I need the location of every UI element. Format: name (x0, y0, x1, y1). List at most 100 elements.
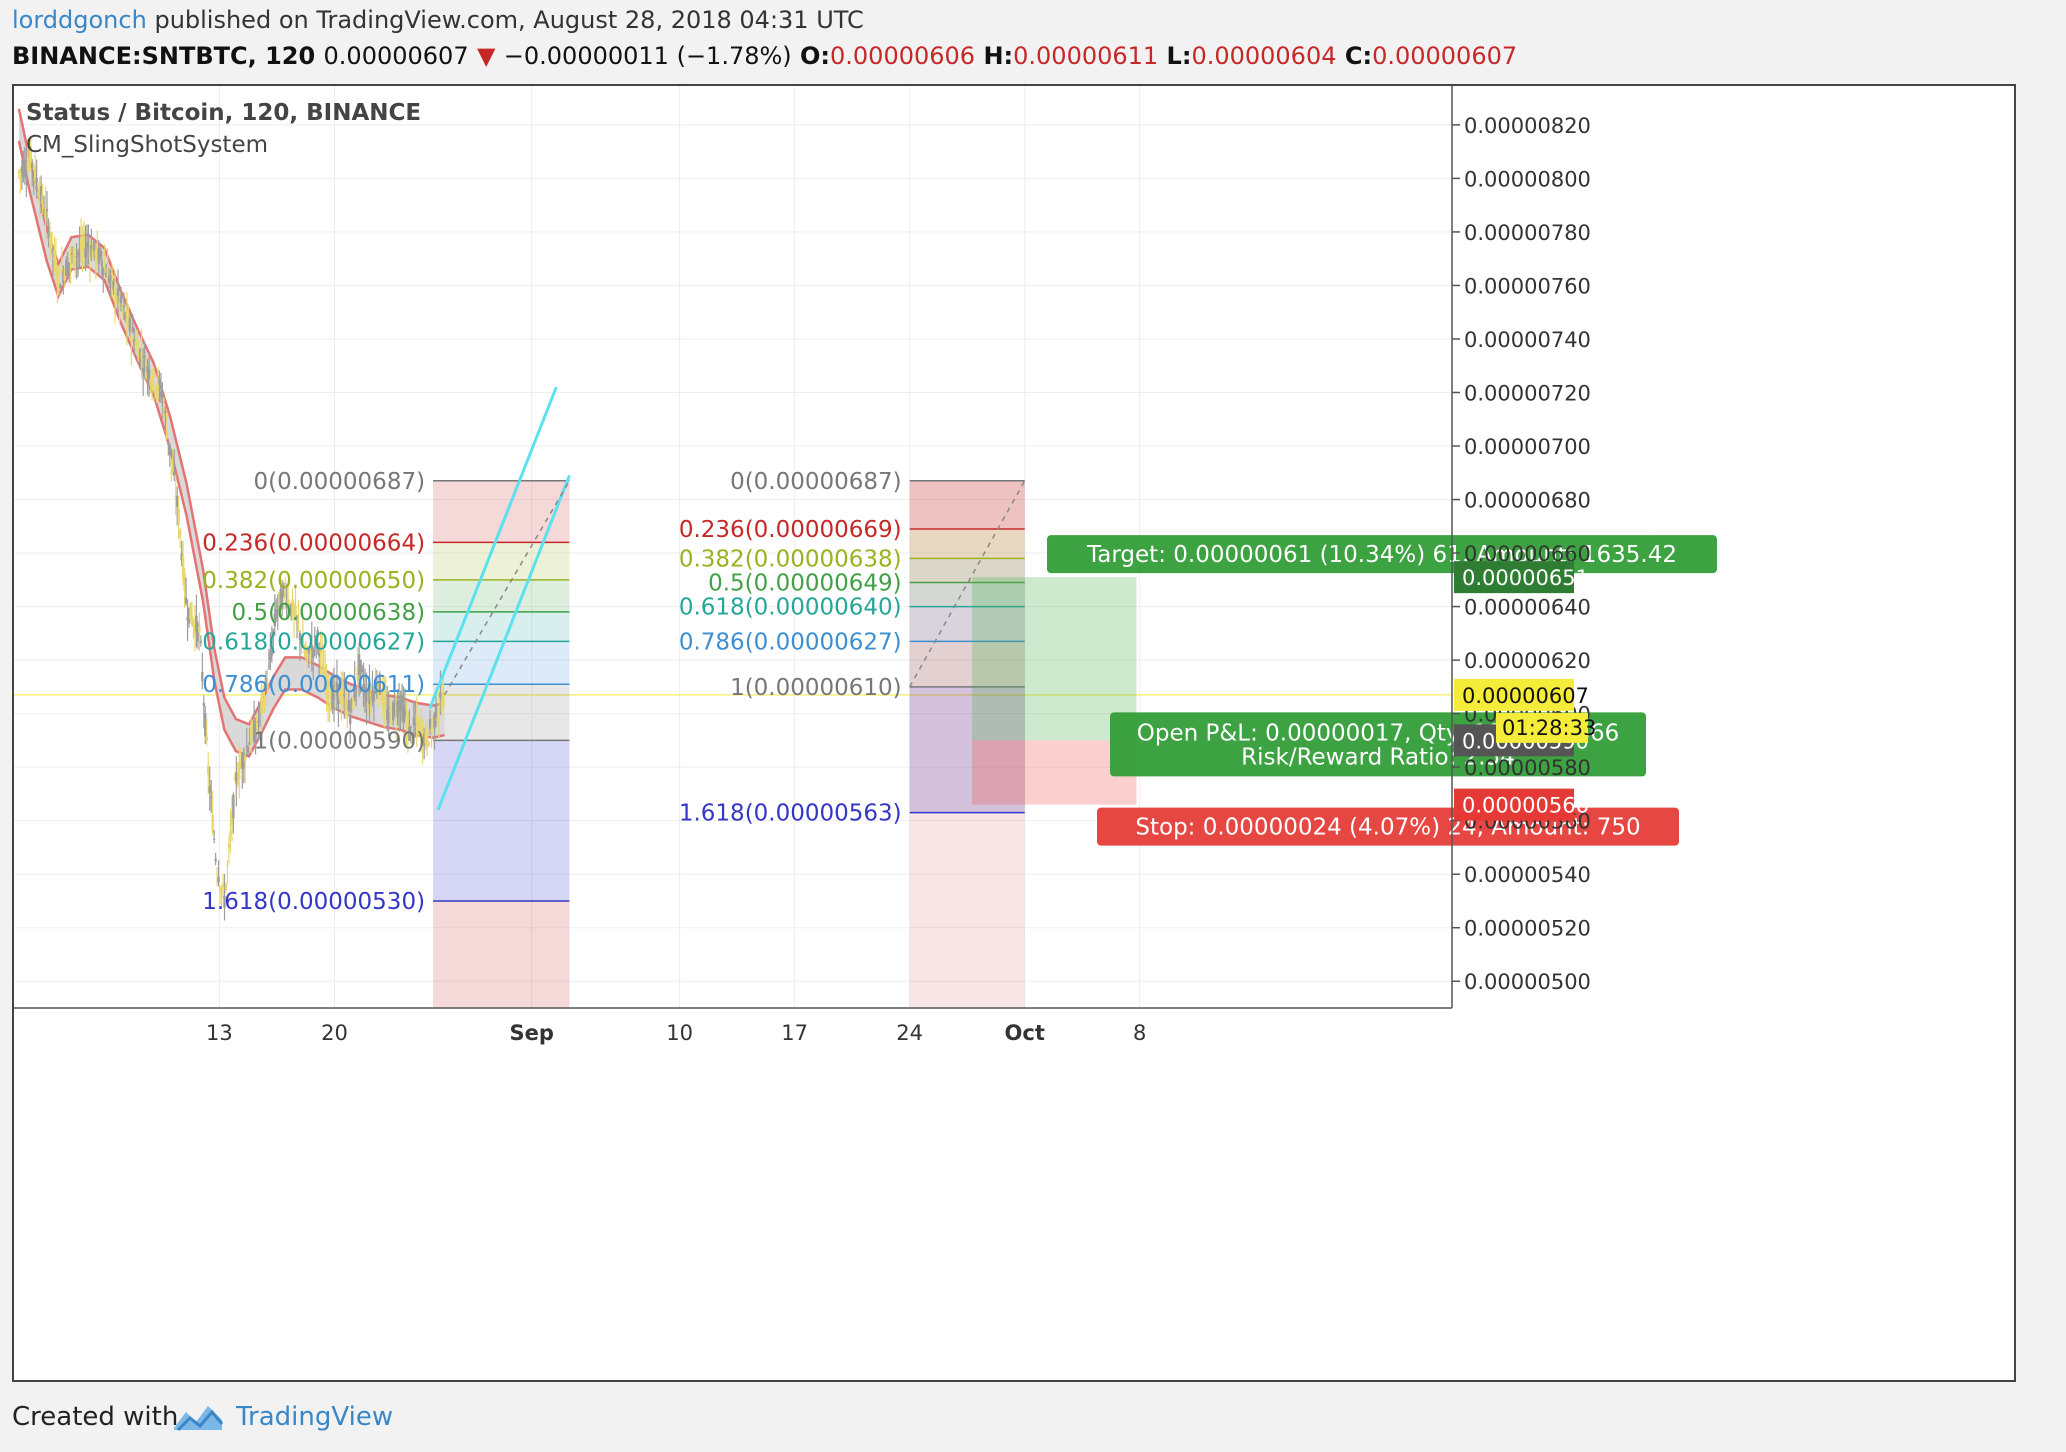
fib-zone (909, 558, 1025, 583)
target-zone (972, 577, 1137, 741)
fib-level-label: 0.618(0.00000640) (679, 595, 902, 621)
candle-body (159, 391, 163, 397)
candle-body (81, 244, 84, 250)
candle-body (217, 876, 220, 883)
candle-body (66, 261, 69, 275)
candle-body (323, 666, 327, 678)
candle-body (45, 209, 49, 211)
candle-body (173, 471, 176, 476)
candle-body (221, 883, 225, 887)
candle-body (68, 262, 71, 265)
publisher-link[interactable]: lorddgonch (12, 6, 147, 34)
candle-body (242, 752, 245, 769)
candle-body (374, 682, 377, 685)
tradingview-logo-icon[interactable] (172, 1400, 224, 1436)
candle-body (227, 843, 231, 848)
price-tick-label: 0.00000780 (1464, 221, 1591, 245)
candle-body (235, 772, 238, 785)
candle-body (415, 714, 419, 724)
candle-body (50, 232, 53, 249)
candle-body (164, 411, 167, 414)
candle-body (144, 371, 148, 379)
fib-zone (909, 686, 1025, 813)
candle-body (294, 605, 297, 618)
fib-level-label: 0.5(0.00000638) (232, 600, 426, 626)
candle-body (19, 170, 22, 173)
tradingview-brand-link[interactable]: TradingView (236, 1402, 394, 1432)
candle-body (113, 286, 117, 301)
open-label: O: (800, 42, 831, 70)
candle-body (22, 163, 25, 178)
price-tag-bg (1454, 788, 1574, 821)
candle-body (269, 651, 272, 660)
candle-body (439, 692, 442, 699)
candle-body (307, 647, 311, 654)
fib-background-zone (909, 480, 1025, 1008)
candle-body (372, 689, 376, 702)
candle-body (28, 157, 31, 161)
candle-body (93, 240, 96, 252)
fib-level-label: 0.786(0.00000627) (679, 629, 902, 655)
candle-body (196, 624, 200, 642)
fib-zone (909, 582, 1025, 607)
candle-body (384, 699, 387, 703)
fib-zone (433, 684, 570, 741)
candle-body (306, 647, 309, 656)
candle-body (20, 166, 24, 172)
candle-body (303, 650, 306, 654)
candle-body (162, 407, 166, 417)
current-price-tag: 0.00000607 (1462, 684, 1589, 708)
candle-body (291, 599, 294, 616)
price-tick-label: 0.00000500 (1464, 970, 1591, 994)
time-tick-label: 8 (1133, 1021, 1146, 1045)
price-chart[interactable]: 0(0.00000687) 0.236(0.00000664) 0.382(0.00… (14, 86, 2014, 1380)
candle-body (152, 368, 155, 379)
candle-body (420, 729, 423, 743)
fib-zone (433, 542, 570, 580)
price-tick-label: 0.00000700 (1464, 435, 1591, 459)
time-tick-label: 13 (206, 1021, 233, 1045)
candle-body (300, 642, 303, 647)
candle-body (32, 172, 35, 174)
candle-body (38, 193, 41, 203)
price-tag-bg (1454, 561, 1574, 594)
fib-zone (909, 480, 1025, 529)
candle-body (245, 746, 248, 748)
channel-trendline (436, 474, 571, 811)
candle-body (100, 260, 103, 267)
candle-body (70, 252, 74, 255)
candle-body (381, 687, 384, 705)
candle-body (107, 276, 111, 283)
candle-body (224, 884, 228, 890)
candle-body (310, 644, 313, 651)
high-value: 0.00000611 (1013, 42, 1159, 70)
candle-body (133, 339, 136, 347)
fib-level-label: 0.236(0.00000664) (202, 530, 425, 556)
candle-body (368, 686, 371, 705)
candle-body (85, 242, 89, 249)
candle-body (260, 696, 263, 713)
time-tick-label: Sep (509, 1021, 553, 1045)
candle-body (375, 690, 379, 693)
candle-body (199, 640, 203, 643)
candle-body (23, 160, 27, 174)
price-tag: 0.00000566 (1462, 794, 1589, 818)
price-tick-label: 0.00000640 (1464, 596, 1591, 620)
candle-body (210, 796, 213, 799)
candle-body (91, 249, 95, 258)
candle-body (362, 683, 365, 690)
candle-body (42, 213, 46, 215)
candle-body (239, 764, 242, 767)
candle-body (136, 341, 139, 344)
candle-body (359, 660, 362, 673)
fib-level-label: 0.236(0.00000669) (679, 517, 902, 543)
candle-body (329, 702, 333, 711)
indicator-name: CM_SlingShotSystem (26, 132, 268, 158)
candle-body (204, 713, 207, 737)
candle-body (103, 265, 106, 269)
candle-body (127, 315, 130, 326)
candle-body (390, 723, 393, 725)
candle-body (47, 226, 50, 239)
chart-frame[interactable]: 0(0.00000687) 0.236(0.00000664) 0.382(0.00… (12, 84, 2016, 1382)
time-tick-label: 24 (896, 1021, 923, 1045)
